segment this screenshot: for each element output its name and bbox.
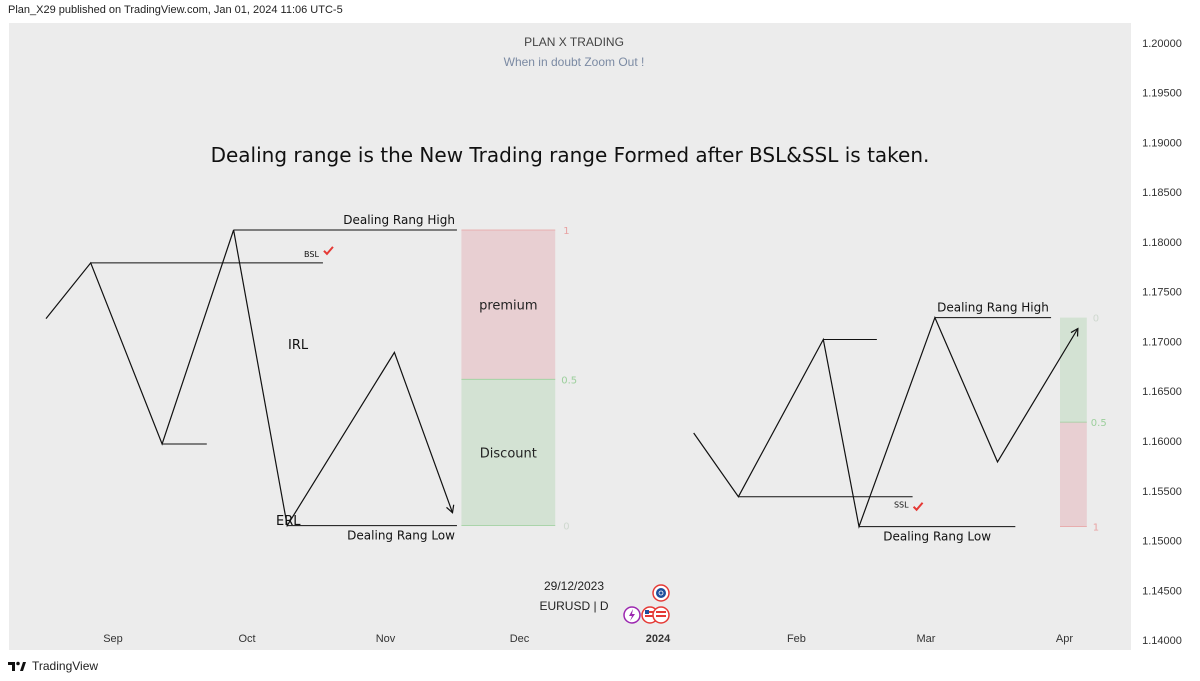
- x-tick-label: Nov: [376, 633, 396, 645]
- y-tick-label: 1.14000: [1142, 635, 1182, 647]
- dealing-range-low-label: Dealing Rang Low: [347, 529, 455, 543]
- globe-icon[interactable]: [652, 584, 670, 602]
- y-tick-label: 1.14500: [1142, 585, 1182, 597]
- symbol-label: EURUSD | D: [539, 599, 608, 613]
- fib-label-0: 0: [1093, 314, 1099, 325]
- premium-zone: [1060, 422, 1087, 527]
- y-tick-label: 1.17000: [1142, 336, 1182, 348]
- symbol-info: 29/12/2023 EURUSD | D: [539, 579, 670, 624]
- x-tick-label: Dec: [510, 633, 530, 645]
- fib-label-0: 0: [563, 522, 569, 533]
- dealing-range-low-label: Dealing Rang Low: [883, 530, 991, 544]
- check-icon: [912, 502, 924, 512]
- x-tick-label: Mar: [917, 633, 936, 645]
- eu-flag-icon[interactable]: [652, 606, 670, 624]
- left-zigzag: [45, 229, 454, 528]
- y-tick-label: 1.18500: [1142, 187, 1182, 199]
- y-tick-label: 1.17500: [1142, 287, 1182, 299]
- tradingview-logo-icon: [8, 661, 26, 671]
- discount-label: Discount: [480, 446, 537, 461]
- symbol-date: 29/12/2023: [544, 579, 604, 593]
- y-tick-label: 1.15000: [1142, 536, 1182, 548]
- publish-info: Plan_X29 published on TradingView.com, J…: [8, 4, 343, 16]
- check-icon: [323, 246, 334, 256]
- chart-subtitle: When in doubt Zoom Out !: [504, 55, 645, 69]
- discount-zone: [461, 379, 556, 526]
- y-tick-label: 1.19500: [1142, 88, 1182, 100]
- footer-brand: TradingView: [32, 659, 99, 673]
- y-tick-label: 1.19000: [1142, 137, 1182, 149]
- y-tick-label: 1.16500: [1142, 386, 1182, 398]
- x-tick-label: Sep: [103, 633, 123, 645]
- y-tick-label: 1.15500: [1142, 486, 1182, 498]
- right-zigzag: [693, 315, 1079, 529]
- discount-zone: [1060, 317, 1087, 423]
- fib-label-1: 1: [1093, 523, 1099, 534]
- x-tick-label: Feb: [787, 633, 806, 645]
- y-tick-label: 1.20000: [1142, 38, 1182, 50]
- y-tick-label: 1.18000: [1142, 237, 1182, 249]
- fib-label-mid: 0.5: [561, 375, 577, 386]
- x-tick-label: 2024: [646, 633, 671, 645]
- arrow-head: [446, 504, 455, 514]
- x-tick-label: Oct: [238, 633, 255, 645]
- bsl-label: BSL: [304, 250, 319, 259]
- lightning-icon[interactable]: [623, 606, 641, 624]
- left-example: 1 0.5 0 premium Discount Dealing Rang High Dea…: [45, 213, 577, 543]
- x-tick-label: Apr: [1056, 633, 1073, 645]
- premium-zone: [461, 230, 556, 380]
- y-axis[interactable]: 1.20000 1.19500 1.19000 1.18500 1.18000 1.175…: [1142, 38, 1182, 647]
- irl-label: IRL: [288, 338, 309, 353]
- chart-title: PLAN X TRADING: [524, 35, 624, 49]
- ssl-label: SSL: [894, 501, 909, 510]
- premium-label: premium: [479, 299, 538, 314]
- x-axis[interactable]: Sep Oct Nov Dec 2024 Feb Mar Apr: [103, 633, 1073, 645]
- right-example: 0 0.5 1 Dealing Rang High Dealing Rang Low SS…: [693, 301, 1107, 544]
- y-tick-label: 1.16000: [1142, 436, 1182, 448]
- headline-annotation: Dealing range is the New Trading range F…: [211, 143, 930, 167]
- fib-label-mid: 0.5: [1091, 418, 1107, 429]
- fib-label-1: 1: [563, 226, 569, 237]
- erl-label: ERL: [276, 514, 301, 529]
- plot-area[interactable]: [9, 23, 1131, 650]
- arrow-head: [1070, 327, 1079, 337]
- dealing-range-high-label: Dealing Rang High: [937, 301, 1049, 315]
- footer: TradingView: [8, 656, 98, 676]
- dealing-range-high-label: Dealing Rang High: [343, 213, 455, 227]
